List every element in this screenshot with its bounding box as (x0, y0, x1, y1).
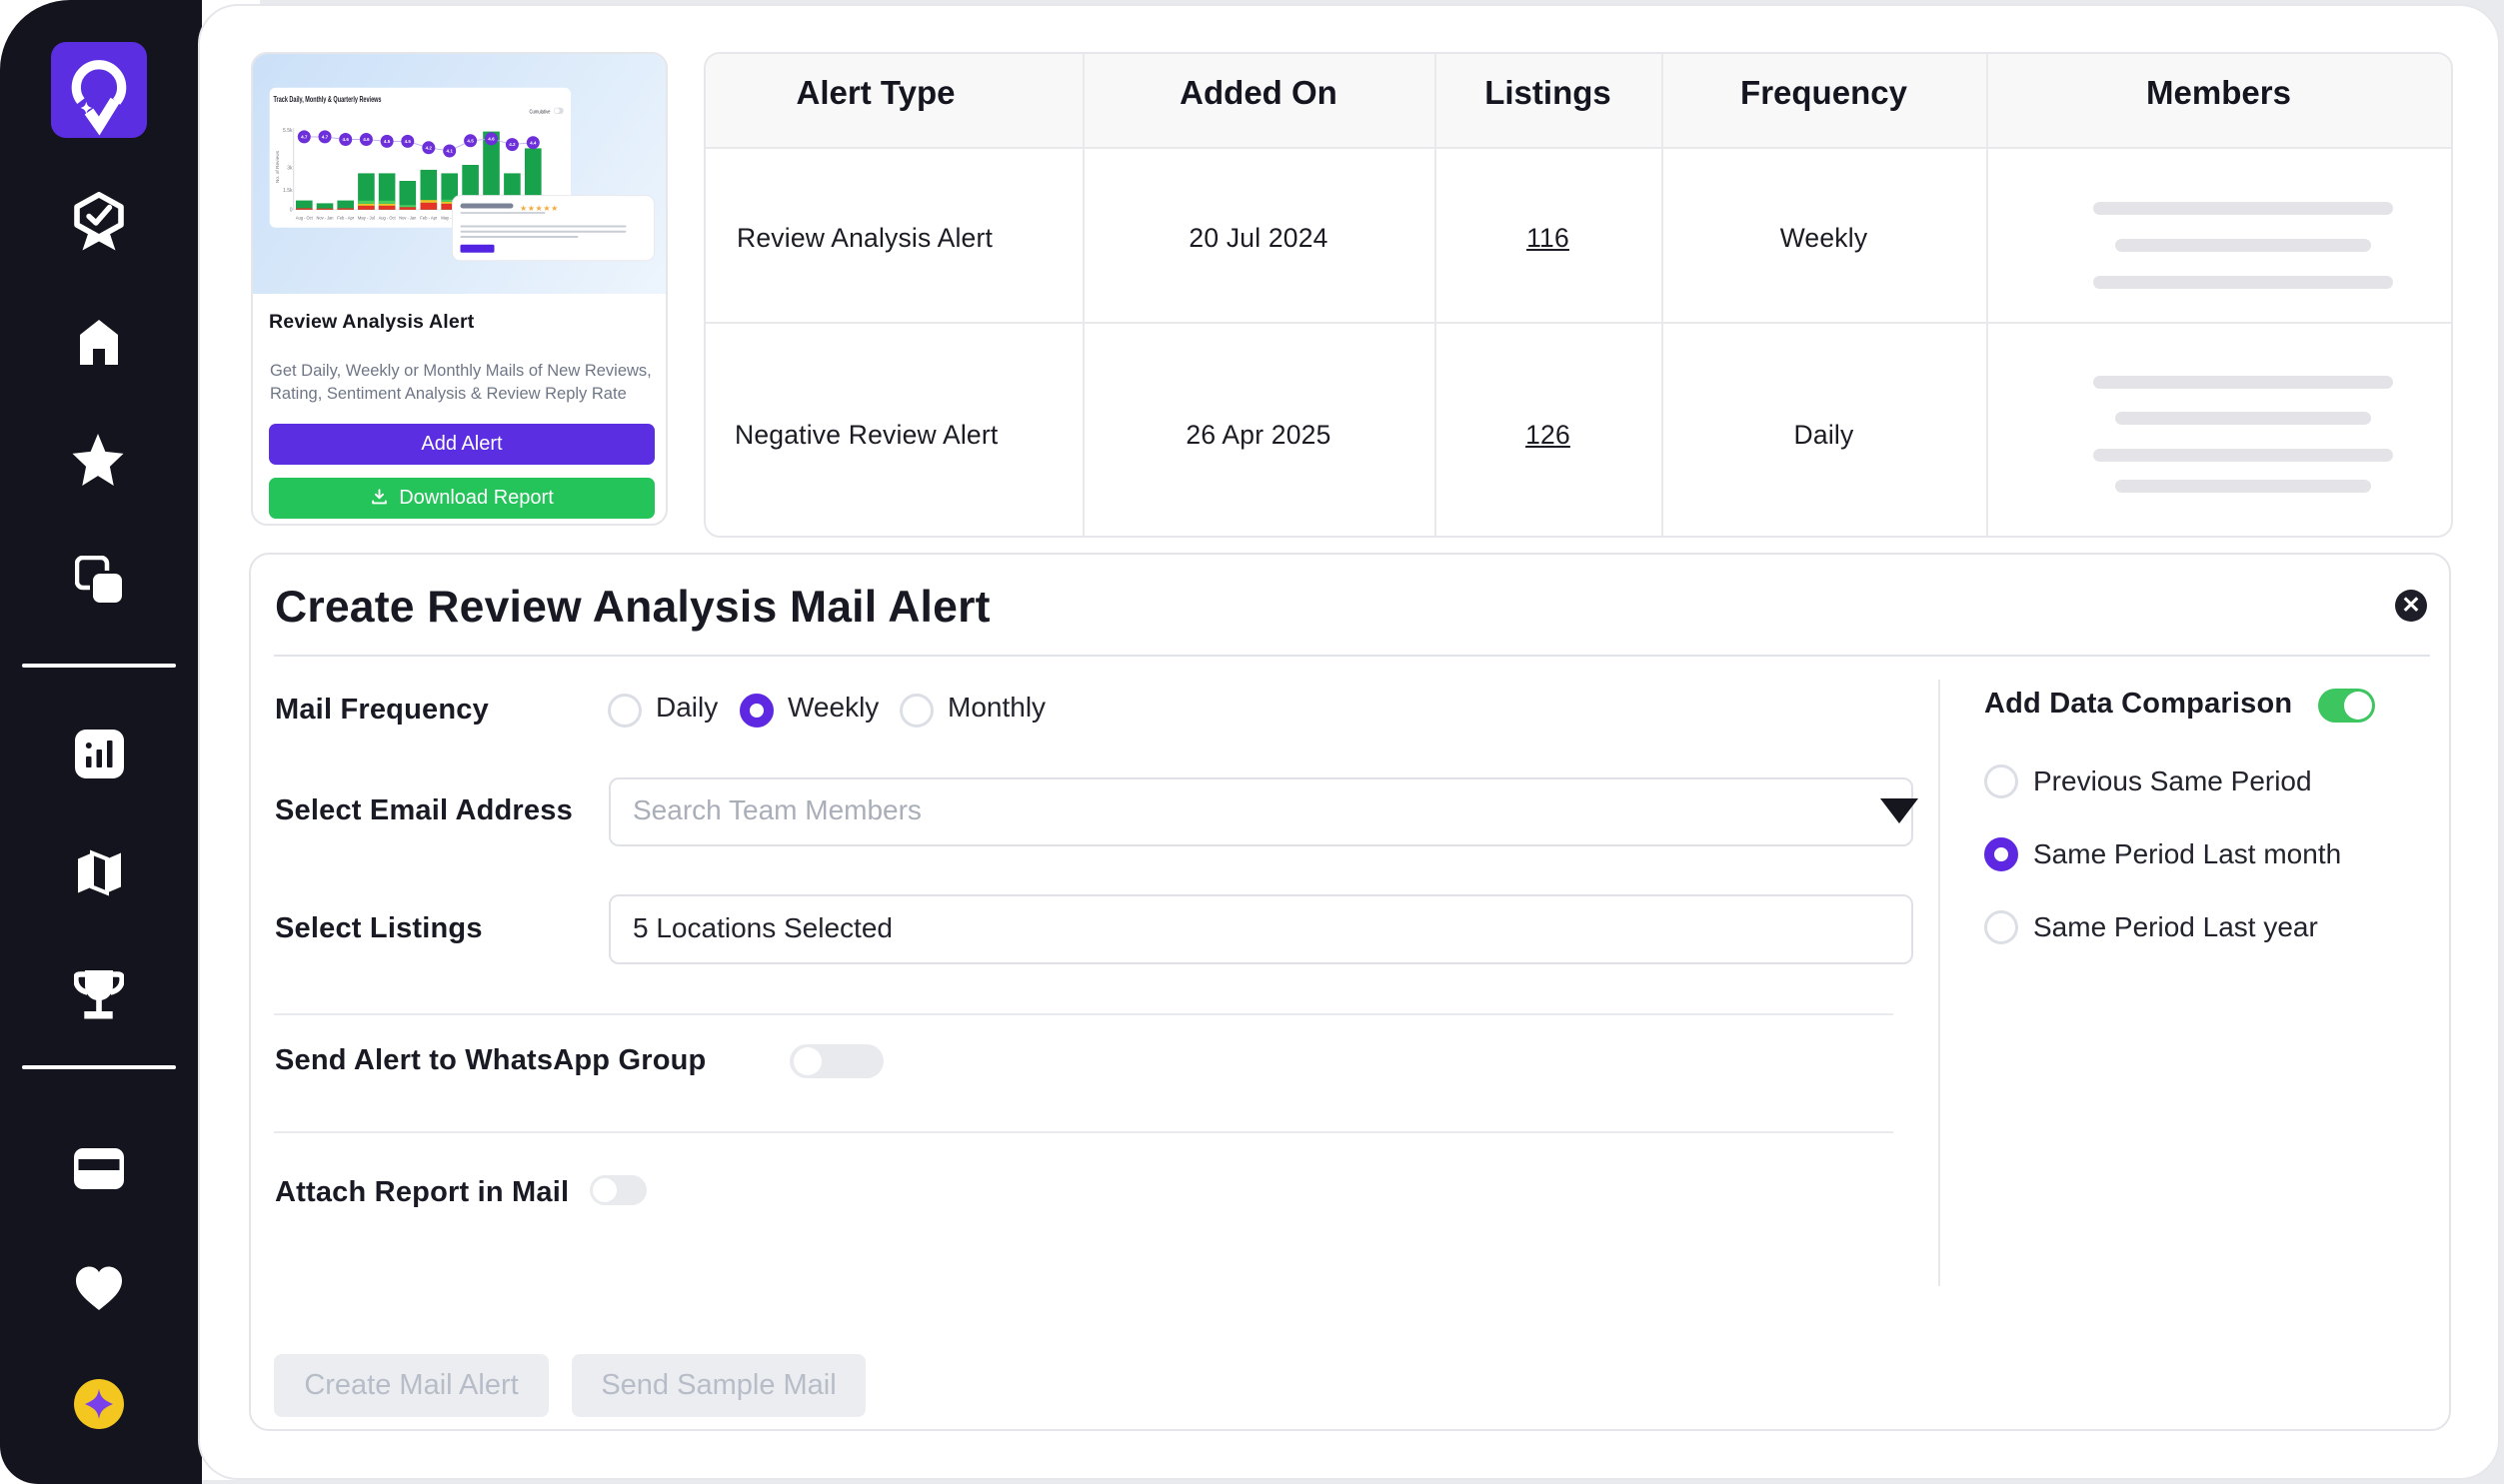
svg-text:4.5: 4.5 (405, 139, 412, 144)
svg-text:0: 0 (290, 208, 293, 214)
svg-text:Aug - Oct: Aug - Oct (296, 216, 314, 221)
svg-text:★★★★★: ★★★★★ (520, 204, 559, 213)
svg-text:4.6: 4.6 (363, 137, 370, 142)
svg-text:4.1: 4.1 (447, 149, 454, 154)
svg-text:4.7: 4.7 (301, 135, 308, 140)
svg-text:4.5: 4.5 (384, 139, 391, 144)
svg-text:4.2: 4.2 (426, 145, 433, 150)
svg-text:4.7: 4.7 (322, 135, 329, 140)
svg-text:Track Daily, Monthly & Quarter: Track Daily, Monthly & Quarterly Reviews (274, 95, 382, 104)
svg-text:4.5: 4.5 (467, 138, 474, 143)
svg-text:Nov - Jan: Nov - Jan (399, 216, 416, 221)
svg-text:Aug - Oct: Aug - Oct (379, 216, 397, 221)
svg-text:May - Jul: May - Jul (441, 216, 458, 221)
svg-text:4.6: 4.6 (343, 137, 350, 142)
svg-text:Nov - Jan: Nov - Jan (317, 216, 334, 221)
svg-text:5.5k: 5.5k (283, 128, 293, 134)
svg-text:1.5k: 1.5k (283, 188, 293, 194)
svg-text:Feb - Apr: Feb - Apr (337, 216, 354, 221)
svg-text:3k: 3k (287, 166, 293, 172)
svg-text:4.4: 4.4 (530, 140, 537, 145)
svg-text:4.6: 4.6 (488, 137, 495, 142)
svg-text:Feb - Apr: Feb - Apr (420, 216, 437, 221)
svg-text:May - Jul: May - Jul (358, 216, 375, 221)
svg-text:Cumulative: Cumulative (530, 110, 551, 116)
svg-text:No. of Reviews: No. of Reviews (275, 150, 281, 183)
svg-text:4.2: 4.2 (509, 142, 516, 147)
